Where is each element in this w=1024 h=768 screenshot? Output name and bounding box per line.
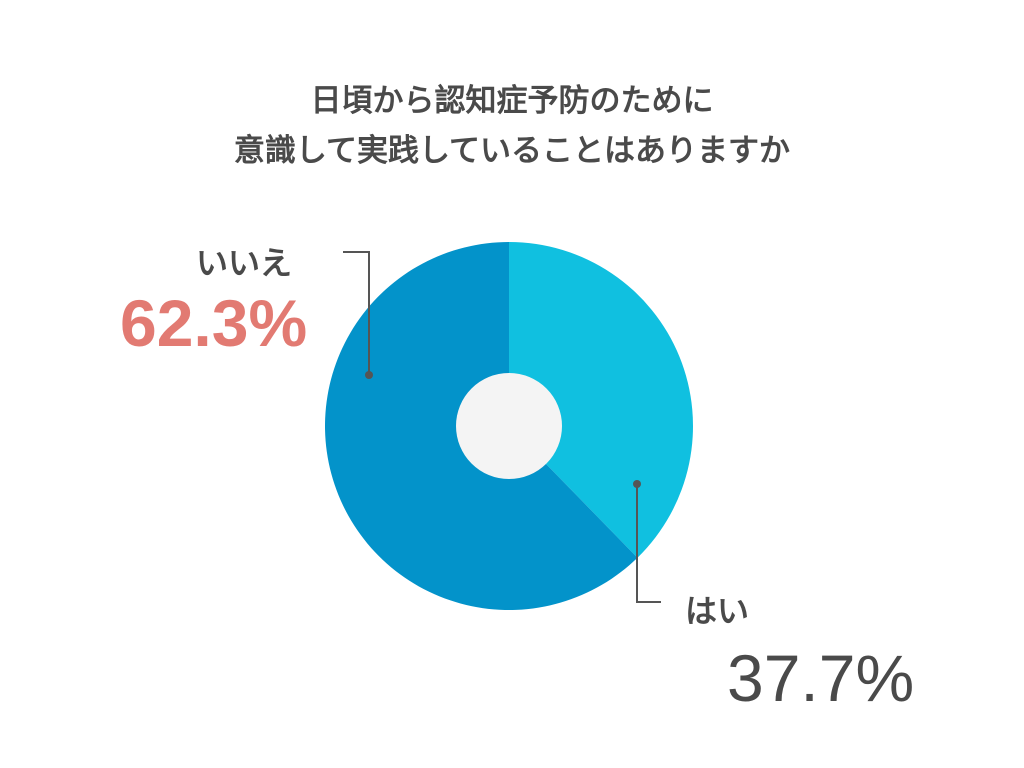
- donut-hole: [456, 373, 562, 479]
- leader-hai-dot: [633, 480, 641, 488]
- pie-slice-0: [509, 242, 693, 558]
- value-label-iie: 62.3%: [120, 286, 308, 360]
- leader-iie-dot: [365, 371, 373, 379]
- label-iie: いいえ: [196, 244, 293, 282]
- chart-title-line-1: 日頃から認知症予防のために: [310, 83, 714, 119]
- leader-hai-line: [636, 484, 661, 603]
- value-label-hai: 37.7%: [727, 641, 915, 715]
- chart-title-line-2: 意識して実践していることはありますか: [233, 133, 791, 169]
- chart-title: 日頃から認知症予防のために 意識して実践していることはありますか: [0, 76, 1024, 176]
- leader-iie-line: [343, 251, 370, 375]
- label-hai: はい: [685, 592, 750, 630]
